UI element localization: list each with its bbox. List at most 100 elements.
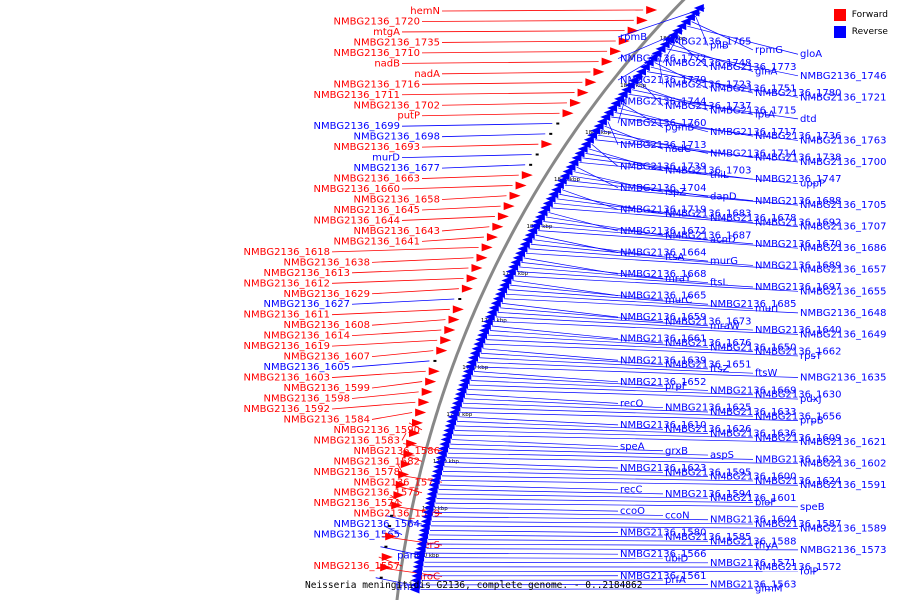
gene-label-right: NMBG2136_1664 [620, 248, 706, 259]
gene-label-right: NMBG2136_1609 [755, 433, 841, 444]
forward-gene-arrow [412, 418, 424, 427]
gene-label-right: NMBG2136_1662 [755, 347, 841, 358]
label-leader-line [503, 298, 799, 314]
label-leader-line [438, 489, 664, 495]
label-leader-line [443, 470, 709, 477]
label-leader-line [441, 102, 567, 106]
label-leader-line [579, 162, 799, 184]
label-leader-line [472, 375, 664, 387]
forward-gene-arrow [497, 212, 509, 221]
gene-label-right: NMBG2136_1595 [665, 467, 751, 478]
label-leader-line [424, 561, 709, 564]
forward-gene-arrow [610, 47, 622, 56]
label-leader-line [441, 475, 754, 482]
label-leader-line [421, 19, 634, 22]
label-leader-line [484, 343, 799, 357]
reverse-gene-arrow [574, 149, 585, 158]
gene-label-right: NMBG2136_1673 [665, 316, 751, 327]
reverse-gene-arrow [651, 49, 662, 58]
gene-tick [390, 514, 394, 517]
gene-label-right: NMBG2136_1610 [620, 420, 706, 431]
gene-tick [388, 525, 392, 528]
gene-label-right: NMBG2136_1602 [800, 459, 886, 470]
ruler-label: 1680 kbp [422, 506, 448, 512]
reverse-gene-arrow [628, 76, 639, 85]
gene-label-right: NMBG2136_1707 [800, 222, 886, 233]
label-leader-line [482, 348, 619, 361]
label-leader-line [454, 430, 754, 439]
forward-gene-arrow [391, 501, 403, 510]
label-leader-line [421, 112, 560, 117]
gene-label-right: NMBG2136_1668 [620, 269, 706, 280]
gene-label-right: NMBG2136_1723 [665, 79, 751, 90]
gene-label-right: NMBG2136_1704 [620, 183, 706, 194]
label-leader-line [591, 144, 619, 167]
label-leader-line [650, 66, 754, 94]
label-leader-line [588, 148, 664, 171]
label-leader-line [479, 357, 709, 370]
gene-label-left: NMBG2136_1629 [284, 289, 370, 300]
label-leader-line [543, 221, 709, 240]
reverse-gene-arrow [542, 199, 553, 208]
label-leader-line [455, 425, 709, 434]
reverse-gene-arrow [532, 217, 543, 226]
label-leader-line [421, 236, 484, 242]
reverse-gene-arrow [663, 35, 674, 44]
gene-label-right: NMBG2136_1692 [755, 217, 841, 228]
label-leader-line [695, 16, 709, 46]
gene-label-right: rpmB [620, 32, 647, 43]
gene-label-right: NMBG2136_1657 [800, 265, 886, 276]
gene-label-right: thyA [755, 541, 778, 552]
label-leader-line [431, 520, 754, 525]
gene-label-right: NMBG2136_1624 [755, 476, 841, 487]
forward-gene-arrow [436, 346, 448, 355]
gene-label-right: NMBG2136_1665 [620, 291, 706, 302]
label-leader-line [538, 230, 799, 249]
label-leader-line [576, 166, 619, 189]
label-leader-line [331, 401, 416, 410]
label-leader-line [421, 174, 519, 179]
reverse-gene-arrow [587, 131, 598, 140]
label-leader-line [458, 416, 619, 426]
label-leader-line [488, 334, 709, 348]
gene-label-right: NMBG2136_1714 [710, 148, 796, 159]
reverse-gene-arrow [583, 135, 594, 144]
reverse-gene-arrow [577, 144, 588, 153]
gene-label-right: pilB [710, 41, 729, 52]
label-leader-line [501, 302, 619, 318]
gene-label-left: NMBG2136_1644 [314, 215, 400, 226]
gene-label-right: NMBG2136_1600 [710, 472, 796, 483]
label-leader-line [371, 288, 459, 295]
label-leader-line [551, 207, 799, 227]
label-leader-line [495, 316, 754, 331]
gene-label-right: ccoN [665, 510, 690, 521]
label-leader-line [351, 360, 430, 368]
gene-label-left: putP [397, 111, 420, 122]
label-leader-line [687, 25, 799, 55]
gene-label-right: recC [620, 485, 643, 496]
gene-label-right: NMBG2136_1685 [710, 299, 796, 310]
gene-label-right: NMBG2136_1765 [665, 36, 751, 47]
forward-gene-arrow [585, 78, 597, 87]
gene-tick [549, 132, 553, 135]
gene-label-right: glmM [755, 584, 783, 595]
gene-label-left: NMBG2136_1598 [264, 393, 350, 404]
label-leader-line [470, 380, 709, 391]
gene-label-right: NMBG2136_1661 [620, 334, 706, 345]
label-leader-line [426, 548, 799, 551]
forward-gene-arrow [415, 408, 427, 417]
legend-reverse: Reverse [833, 25, 888, 39]
legend-forward-label: Forward [851, 10, 888, 20]
label-leader-line [449, 448, 709, 456]
label-leader-line [553, 202, 754, 223]
gene-label-right: NMBG2136_1773 [710, 62, 796, 73]
gene-tick [535, 153, 539, 156]
gene-label-right: aspS [710, 450, 734, 461]
reverse-gene-arrow [540, 203, 551, 212]
label-leader-line [452, 434, 799, 443]
gene-label-right: NMBG2136_1772 [620, 54, 706, 65]
gene-label-right: NMBG2136_1587 [755, 519, 841, 530]
reverse-gene-arrow [632, 72, 643, 81]
gene-label-right: ccoO [620, 506, 645, 517]
